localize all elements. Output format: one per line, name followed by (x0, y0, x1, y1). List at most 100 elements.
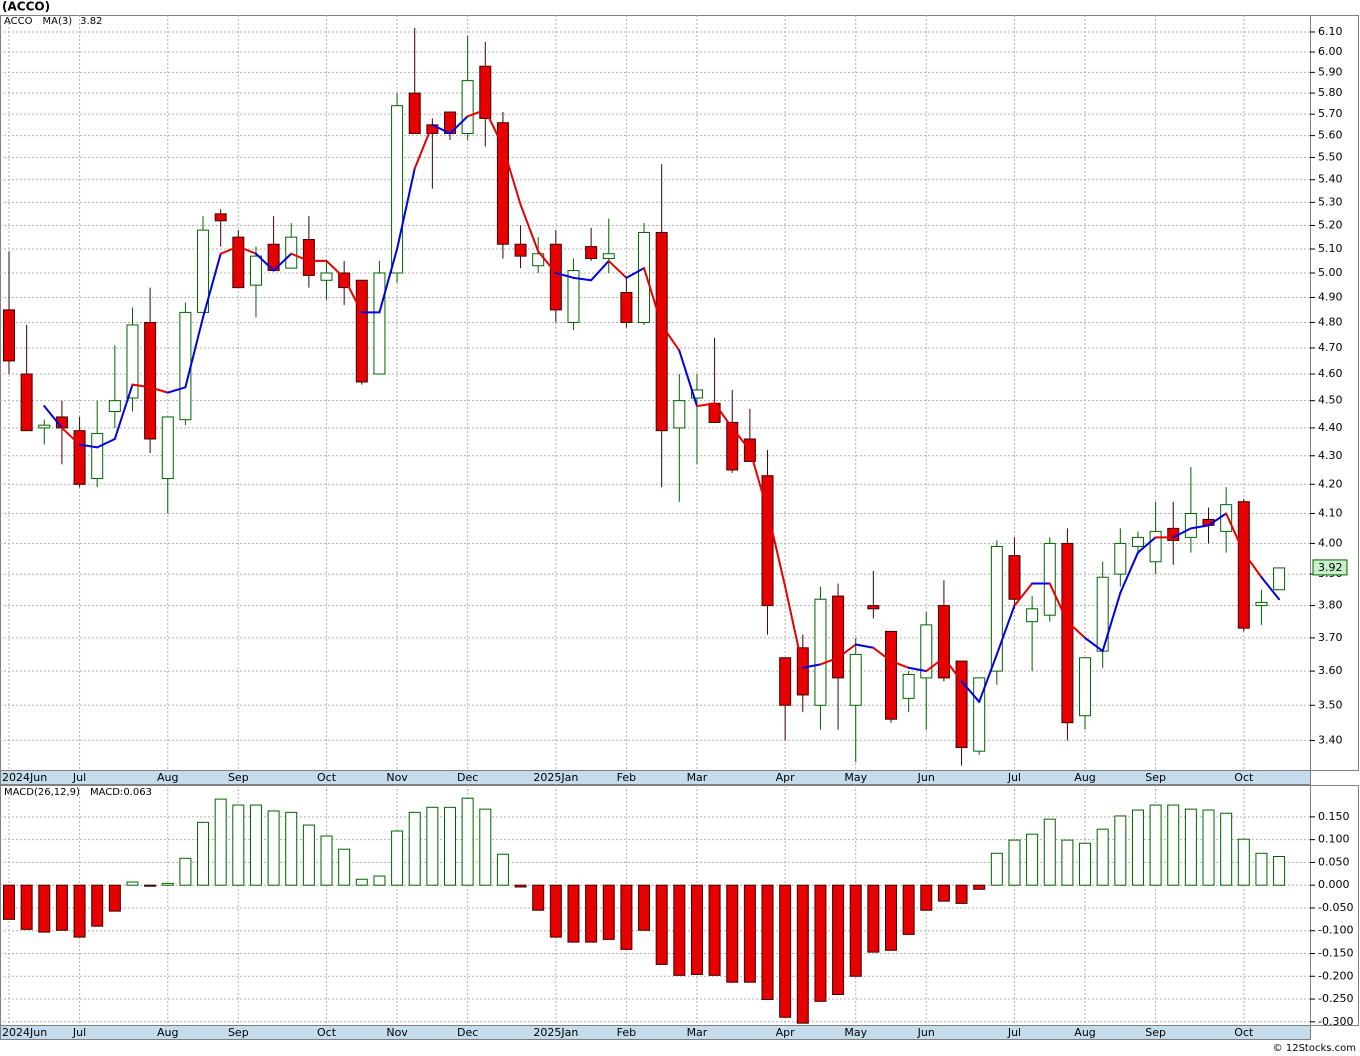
macd-bar (638, 884, 651, 931)
y-tick-label: -0.200 (1318, 969, 1353, 982)
y-tick-label: 0.100 (1318, 833, 1350, 846)
macd-bar (214, 798, 227, 886)
candle-body (549, 243, 562, 311)
x-tick-label: Dec (457, 1026, 478, 1039)
candle-body (20, 373, 33, 432)
macd-bar (1220, 812, 1233, 886)
ma-line-segment (590, 259, 610, 282)
macd-bar (1026, 833, 1039, 886)
y-tick-label: 5.80 (1318, 86, 1343, 99)
macd-bar (444, 806, 456, 886)
x-tick-label: Dec (457, 771, 478, 784)
ma-line-segment (166, 386, 187, 394)
ma-line-segment (378, 247, 399, 314)
macd-bar (20, 884, 33, 930)
ma-line-segment (60, 426, 81, 446)
x-tick-label: Sep (228, 771, 249, 784)
macd-bar (373, 875, 386, 886)
legend-symbol: ACCO (4, 16, 33, 27)
ma-line-segment (890, 660, 910, 669)
macd-bar (1043, 818, 1056, 886)
ma-line-segment (837, 643, 857, 659)
candle-body (902, 674, 915, 699)
macd-bar (567, 884, 580, 943)
ma-line-segment (184, 316, 205, 389)
candle-body (249, 255, 262, 286)
candle-body (479, 65, 492, 119)
y-tick-label: 4.50 (1318, 394, 1343, 407)
candle-body (973, 677, 986, 752)
panel-frame (0, 785, 1311, 1026)
candle-body (920, 624, 933, 679)
x-tick-label: Oct (317, 771, 337, 784)
candle-body (461, 80, 474, 134)
last-price-box (1312, 559, 1348, 576)
ma-line-segment (1013, 582, 1034, 607)
ma-line-segment (1048, 582, 1069, 623)
candle-body (849, 653, 862, 706)
ma-line-segment (131, 383, 152, 389)
macd-value: 0.063 (123, 787, 152, 798)
ma-line-segment (1225, 512, 1245, 554)
y-tick-label: 4.90 (1318, 290, 1343, 303)
x-tick-label: Oct (1234, 1026, 1254, 1039)
ma-line-segment (854, 643, 875, 649)
x-tick-label: Jul (1007, 771, 1021, 784)
x-tick-label: Jul (72, 1026, 86, 1039)
macd-bar (973, 884, 986, 890)
y-tick-label: 4.60 (1318, 367, 1343, 380)
ma-line-segment (713, 402, 734, 429)
macd-bar (673, 884, 686, 976)
x-tick-label: Sep (228, 1026, 249, 1039)
macd-bar (532, 884, 545, 911)
macd-bar (91, 884, 104, 927)
macd-bar (1202, 809, 1215, 886)
ma-line-segment (466, 108, 487, 118)
ma-line-segment (343, 276, 363, 314)
macd-bar (814, 884, 827, 1002)
ma-line-segment (149, 386, 169, 394)
candle-body (391, 105, 404, 274)
candle-body (408, 92, 421, 134)
candle-body (320, 272, 333, 281)
macd-bar (461, 797, 474, 886)
y-tick-label: 5.30 (1318, 195, 1343, 208)
macd-bar (355, 878, 368, 886)
macd-bar (73, 884, 86, 938)
y-axis-area (1310, 15, 1359, 771)
x-tick-label: Aug (157, 1026, 178, 1039)
x-tick-label: 2024Jun (2, 771, 47, 784)
macd-bar (585, 884, 598, 943)
ma-line-segment (413, 123, 434, 170)
y-tick-label: 5.40 (1318, 173, 1343, 186)
y-tick-label: 4.20 (1318, 477, 1343, 490)
macd-bar (726, 884, 739, 983)
macd-legend: MACD(26,12,9) (4, 787, 80, 798)
macd-bar (1008, 839, 1021, 886)
candle-body (867, 605, 880, 610)
ma-line-segment (643, 267, 663, 326)
macd-bar (955, 884, 968, 904)
macd-bar (38, 884, 51, 933)
ma-line-segment (272, 252, 293, 272)
y-tick-label: 4.40 (1318, 421, 1343, 434)
x-tick-label: Jul (72, 771, 86, 784)
macd-bar (708, 884, 721, 976)
macd-bar (179, 857, 192, 886)
macd-bar (743, 884, 756, 983)
candle-body (1131, 536, 1144, 547)
candle-body (620, 292, 633, 323)
macd-bar (832, 884, 845, 995)
y-tick-label: 3.60 (1318, 664, 1343, 677)
candle-body (885, 630, 897, 720)
candle-body (955, 660, 968, 749)
x-tick-label: Mar (687, 771, 708, 784)
ma-line-segment (695, 402, 716, 408)
y-tick-label: -0.150 (1318, 947, 1353, 960)
macd-bar (549, 884, 562, 938)
macd-bar (1131, 809, 1144, 886)
candle-body (73, 430, 86, 485)
ma-line-segment (537, 250, 557, 274)
last-price-label: 3.92 (1318, 561, 1343, 574)
